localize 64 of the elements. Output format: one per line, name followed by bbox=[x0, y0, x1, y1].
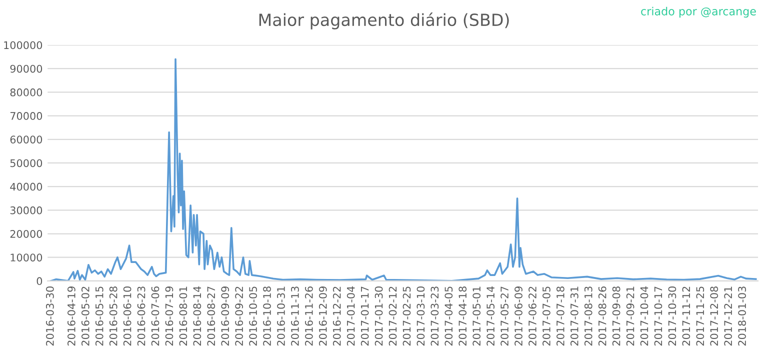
line-series bbox=[50, 58, 757, 281]
x-tick-label: 2016-04-19 bbox=[67, 286, 76, 346]
text: criado por @arcange bbox=[641, 6, 756, 18]
x-tick-label: 2017-07-18 bbox=[556, 286, 564, 346]
x-tick-label: 2017-01-04 bbox=[346, 286, 355, 346]
x-tick-label: 2016-08-14 bbox=[193, 286, 202, 346]
x-tick-label: 2017-01-17 bbox=[360, 286, 369, 346]
x-tick-label: 2016-10-05 bbox=[249, 286, 257, 346]
x-tick-label: 2017-05-14 bbox=[486, 286, 495, 346]
y-tick-label: 30000 bbox=[10, 206, 42, 214]
x-tick-label: 2016-11-13 bbox=[291, 286, 299, 346]
x-tick-label: 2016-10-31 bbox=[277, 286, 285, 346]
y-tick-label: 60000 bbox=[10, 136, 42, 144]
x-tick-label: 2017-07-05 bbox=[542, 286, 550, 346]
x-tick-label: 2017-05-01 bbox=[472, 286, 481, 346]
x-tick-label: 2017-06-22 bbox=[528, 286, 536, 346]
x-tick-label: 2017-12-21 bbox=[724, 286, 732, 346]
x-tick-label: 2017-03-10 bbox=[416, 286, 425, 346]
x-tick-label: 2017-08-13 bbox=[584, 286, 592, 346]
x-tick-label: 2018-01-03 bbox=[738, 286, 746, 346]
x-tick-label: 2017-07-31 bbox=[570, 286, 578, 346]
x-tick-label: 2016-07-19 bbox=[165, 286, 174, 346]
x-tick-label: 2016-06-10 bbox=[123, 286, 132, 346]
x-tick-label: 2016-12-09 bbox=[318, 286, 327, 346]
x-tick-label: 2016-09-22 bbox=[235, 286, 244, 346]
y-tick-label: 10000 bbox=[10, 254, 42, 262]
x-tick-label: 2017-11-12 bbox=[682, 286, 690, 346]
x-tick-label: 2016-06-23 bbox=[137, 286, 146, 346]
x-tick-label: 2017-10-17 bbox=[654, 286, 662, 346]
x-tick-label: 2017-04-18 bbox=[458, 286, 467, 346]
y-tick-label: 50000 bbox=[10, 159, 42, 168]
x-tick-label: 2017-10-30 bbox=[668, 286, 676, 346]
x-tick-label: 2016-05-28 bbox=[109, 286, 118, 346]
x-tick-label: 2017-11-25 bbox=[696, 286, 704, 346]
x-tick-label: 2016-05-15 bbox=[95, 286, 104, 346]
y-tick-label: 40000 bbox=[10, 182, 42, 191]
x-tick-label: 2017-10-04 bbox=[640, 286, 648, 346]
x-tick-label: 2017-05-27 bbox=[500, 286, 508, 346]
x-tick-label: 2016-08-27 bbox=[207, 286, 216, 346]
y-tick-label: 0 bbox=[36, 277, 42, 286]
x-tick-label: 2016-12-22 bbox=[332, 286, 341, 346]
x-tick-label: 2016-09-09 bbox=[221, 286, 230, 346]
x-tick-label: 2016-11-26 bbox=[304, 286, 313, 346]
y-tick-label: 70000 bbox=[10, 112, 42, 120]
chart-title: Maior pagamento diário (SBD) bbox=[259, 12, 509, 30]
x-tick-label: 2017-02-12 bbox=[388, 286, 397, 346]
y-tick-label: 100000 bbox=[4, 41, 42, 50]
x-tick-label: 2016-08-01 bbox=[179, 286, 188, 346]
x-tick-label: 2017-09-21 bbox=[626, 286, 634, 346]
x-tick-label: 2017-04-05 bbox=[444, 286, 453, 346]
y-tick-label: 90000 bbox=[10, 64, 42, 73]
x-tick-label: 2016-05-02 bbox=[81, 286, 90, 346]
x-tick-label: 2017-02-25 bbox=[402, 286, 411, 346]
x-tick-label: 2017-01-30 bbox=[374, 286, 383, 346]
x-tick-label: 2017-12-08 bbox=[710, 286, 718, 346]
x-tick-label: 2017-09-08 bbox=[612, 286, 620, 346]
x-tick-label: 2017-03-23 bbox=[430, 286, 439, 346]
x-tick-label: 2016-03-30 bbox=[46, 286, 54, 346]
x-tick-label: 2017-06-09 bbox=[514, 286, 522, 346]
y-tick-label: 80000 bbox=[10, 88, 42, 96]
x-tick-label: 2017-08-26 bbox=[598, 286, 606, 346]
y-tick-label: 20000 bbox=[10, 230, 42, 238]
x-tick-label: 2016-07-06 bbox=[151, 286, 160, 346]
x-tick-label: 2016-10-18 bbox=[263, 286, 271, 346]
